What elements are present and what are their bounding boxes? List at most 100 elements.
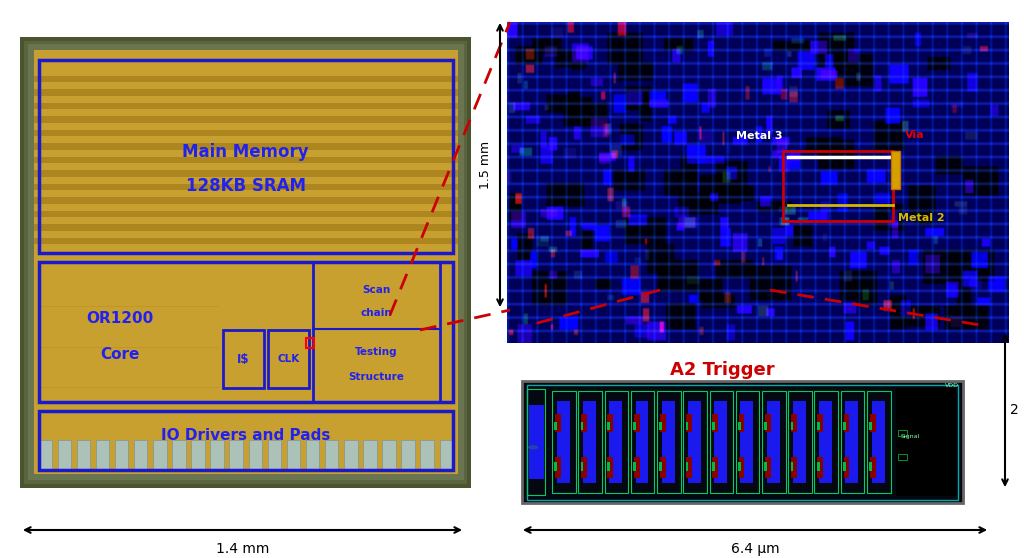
Text: 128KB SRAM: 128KB SRAM bbox=[185, 177, 306, 195]
Bar bbox=[793, 401, 806, 483]
Bar bbox=[555, 458, 561, 478]
Bar bbox=[631, 391, 654, 493]
Bar bbox=[843, 463, 846, 470]
Bar bbox=[57, 440, 71, 469]
Bar bbox=[34, 170, 458, 177]
Bar bbox=[34, 184, 458, 190]
Bar bbox=[738, 458, 744, 478]
Bar bbox=[579, 391, 602, 493]
Bar bbox=[765, 458, 771, 478]
Bar bbox=[788, 391, 812, 493]
Bar bbox=[898, 454, 907, 460]
Circle shape bbox=[528, 446, 538, 449]
Text: VDD: VDD bbox=[944, 383, 958, 388]
Bar bbox=[867, 391, 891, 493]
Bar bbox=[364, 440, 377, 469]
Bar bbox=[659, 458, 666, 478]
Text: 2 μm: 2 μm bbox=[1010, 403, 1024, 417]
Text: chain: chain bbox=[360, 307, 392, 318]
Bar bbox=[554, 422, 557, 430]
Text: Testing: Testing bbox=[355, 347, 397, 357]
Bar bbox=[686, 463, 688, 470]
Bar bbox=[34, 89, 458, 95]
Bar bbox=[39, 347, 219, 348]
Bar bbox=[634, 458, 640, 478]
Bar bbox=[607, 463, 609, 470]
Bar bbox=[844, 458, 850, 478]
Text: 1.4 mm: 1.4 mm bbox=[216, 542, 269, 556]
Bar bbox=[662, 401, 675, 483]
Text: Via: Via bbox=[905, 129, 925, 140]
Bar bbox=[659, 422, 663, 430]
Bar bbox=[740, 401, 754, 483]
Bar bbox=[210, 440, 224, 469]
Bar bbox=[527, 389, 545, 494]
Bar bbox=[77, 440, 90, 469]
Bar bbox=[421, 440, 434, 469]
Bar bbox=[634, 413, 640, 432]
Bar bbox=[172, 440, 185, 469]
Text: A2 Trigger: A2 Trigger bbox=[671, 361, 775, 379]
Bar bbox=[229, 440, 243, 469]
Bar bbox=[714, 401, 727, 483]
Bar bbox=[764, 422, 767, 430]
Bar bbox=[527, 384, 958, 499]
Bar bbox=[382, 440, 395, 469]
Bar bbox=[306, 338, 314, 348]
Bar bbox=[401, 440, 415, 469]
Bar bbox=[344, 440, 357, 469]
Bar bbox=[34, 211, 458, 217]
Bar bbox=[633, 463, 636, 470]
Bar bbox=[782, 151, 893, 222]
Bar bbox=[555, 413, 561, 432]
Bar bbox=[869, 458, 876, 478]
Bar bbox=[287, 440, 300, 469]
Bar bbox=[633, 422, 636, 430]
Bar bbox=[659, 413, 666, 432]
Bar bbox=[738, 422, 741, 430]
Bar bbox=[791, 463, 794, 470]
Bar bbox=[313, 262, 439, 402]
Text: 6.4 μm: 6.4 μm bbox=[731, 542, 779, 556]
Bar bbox=[34, 130, 458, 136]
Bar bbox=[688, 401, 701, 483]
Text: Signal: Signal bbox=[901, 434, 920, 439]
Bar bbox=[683, 391, 707, 493]
Bar bbox=[686, 422, 688, 430]
Bar bbox=[814, 391, 838, 493]
Text: Metal 3: Metal 3 bbox=[736, 131, 782, 141]
Bar bbox=[713, 413, 718, 432]
Text: Main Memory: Main Memory bbox=[182, 143, 309, 161]
Bar bbox=[34, 103, 458, 109]
Bar bbox=[869, 422, 872, 430]
Bar bbox=[581, 458, 587, 478]
Bar bbox=[34, 143, 458, 150]
Bar bbox=[657, 391, 681, 493]
Bar bbox=[713, 458, 718, 478]
Bar bbox=[736, 391, 760, 493]
Bar bbox=[659, 463, 663, 470]
Bar bbox=[767, 401, 779, 483]
Bar bbox=[712, 463, 715, 470]
Text: Scan: Scan bbox=[362, 285, 390, 295]
Bar bbox=[581, 463, 584, 470]
Bar bbox=[607, 413, 613, 432]
Bar bbox=[710, 391, 733, 493]
Bar bbox=[557, 401, 569, 483]
Bar bbox=[764, 463, 767, 470]
Bar bbox=[153, 440, 167, 469]
Bar bbox=[34, 224, 458, 230]
Bar bbox=[39, 306, 219, 307]
Bar bbox=[439, 440, 453, 469]
Bar bbox=[306, 440, 319, 469]
Bar bbox=[792, 413, 797, 432]
Bar bbox=[39, 262, 453, 402]
Bar bbox=[846, 401, 858, 483]
Bar bbox=[844, 413, 850, 432]
Bar bbox=[223, 330, 264, 388]
Bar bbox=[249, 440, 262, 469]
Bar bbox=[325, 440, 339, 469]
Bar bbox=[115, 440, 128, 469]
Bar bbox=[762, 391, 785, 493]
Bar bbox=[841, 391, 864, 493]
